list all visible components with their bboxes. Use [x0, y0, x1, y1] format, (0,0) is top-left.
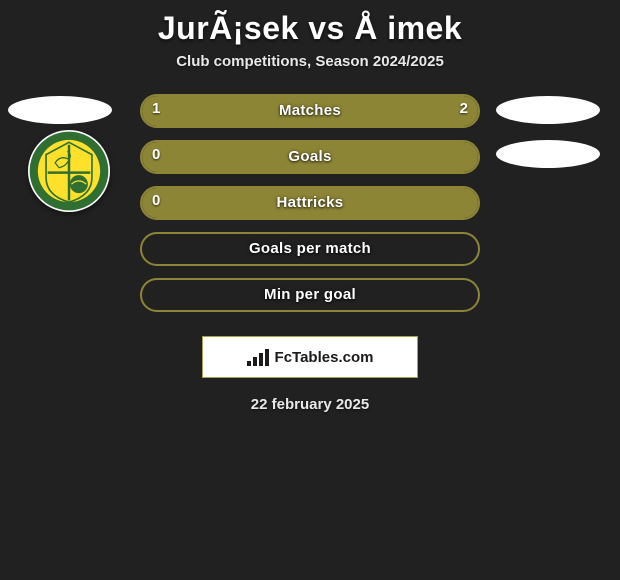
- stat-value-left: 1: [152, 94, 176, 124]
- stat-label: Goals per match: [142, 234, 478, 264]
- stat-pill: Hattricks: [140, 186, 480, 220]
- stat-row: Goals per match: [0, 232, 620, 278]
- brand-logo-icon: [247, 348, 269, 366]
- stat-value-left: 0: [152, 186, 176, 216]
- brand-text: FcTables.com: [275, 349, 374, 366]
- stat-rows: Matches12Goals0 Hattricks0Goals per matc…: [0, 94, 620, 324]
- stat-value-right: 2: [444, 94, 468, 124]
- page-title: JurÃ¡sek vs Å imek: [0, 0, 620, 53]
- stat-pill: Matches: [140, 94, 480, 128]
- snapshot-date: 22 february 2025: [0, 378, 620, 413]
- club-badge-right: [496, 140, 600, 168]
- stat-label: Goals: [142, 142, 478, 172]
- subtitle: Club competitions, Season 2024/2025: [0, 53, 620, 94]
- brand-box[interactable]: FcTables.com: [202, 336, 418, 378]
- stat-label: Hattricks: [142, 188, 478, 218]
- stat-value-left: 0: [152, 140, 176, 170]
- comparison-card: JurÃ¡sek vs Å imek Club competitions, Se…: [0, 0, 620, 442]
- stat-label: Matches: [142, 96, 478, 126]
- stat-row: Min per goal: [0, 278, 620, 324]
- player-badge-left: [8, 96, 112, 124]
- stat-pill: Goals per match: [140, 232, 480, 266]
- stat-pill: Min per goal: [140, 278, 480, 312]
- stat-pill: Goals: [140, 140, 480, 174]
- stat-row: Goals0: [0, 140, 620, 186]
- player-badge-right: [496, 96, 600, 124]
- stat-row: Hattricks0: [0, 186, 620, 232]
- stat-label: Min per goal: [142, 280, 478, 310]
